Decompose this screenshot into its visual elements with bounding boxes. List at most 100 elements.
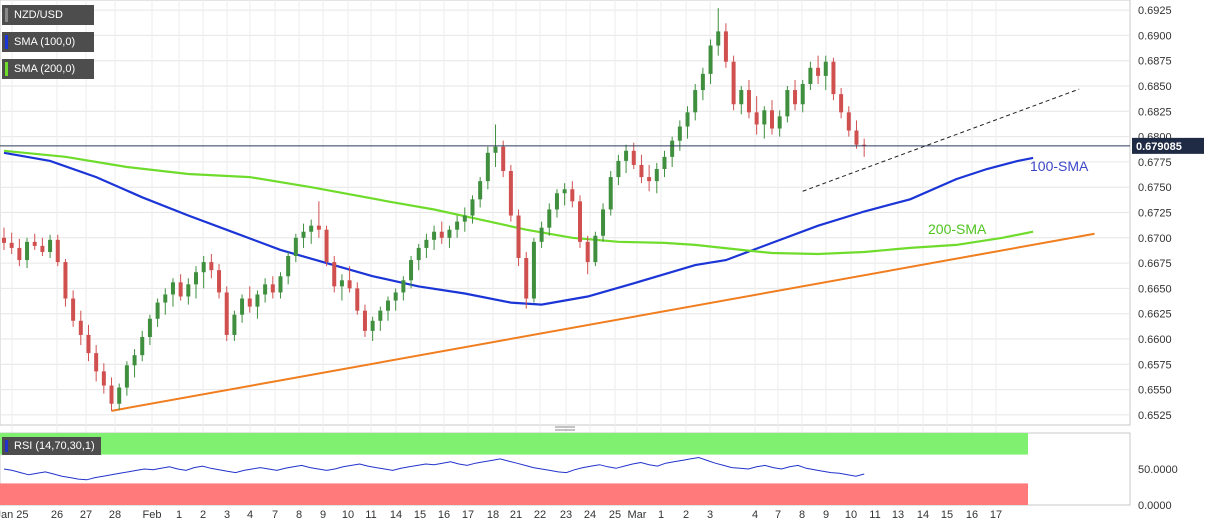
candle-body [808, 67, 813, 84]
x-tick-label: Mar [628, 509, 647, 521]
x-tick-label: 17 [990, 509, 1002, 521]
rsi-tick-label: 50.0000 [1138, 464, 1178, 476]
x-tick-label: 26 [51, 509, 63, 521]
rsi-swatch [5, 440, 8, 452]
candle-body [447, 229, 452, 238]
candle-body [209, 262, 214, 271]
y-tick-label: 0.6575 [1138, 359, 1172, 371]
x-tick-label: 8 [296, 509, 302, 521]
x-tick-label: 2 [683, 509, 689, 521]
x-tick-label: 16 [438, 509, 450, 521]
candle-body [485, 152, 490, 182]
rsi-overbought-zone [0, 433, 1028, 455]
candle-body [777, 116, 782, 129]
x-tick-label: 9 [823, 509, 829, 521]
symbol-label: NZD/USD [14, 9, 63, 21]
x-tick-label: 11 [869, 509, 880, 521]
x-tick-label: 4 [247, 509, 253, 521]
candle-body [624, 150, 629, 161]
y-tick-label: 0.6875 [1138, 56, 1172, 68]
candle-body [785, 90, 790, 117]
x-tick-label: 7 [272, 509, 278, 521]
candle-body [255, 294, 260, 307]
candle-body [339, 280, 344, 287]
candle-body [516, 215, 521, 259]
x-tick-label: 14 [390, 509, 402, 521]
trendline-support [111, 232, 1095, 412]
candle-body [55, 239, 60, 263]
candle-body [601, 209, 606, 236]
trendlines [111, 88, 1095, 412]
candle-body [63, 262, 68, 299]
candle-body [25, 241, 30, 261]
sma200-swatch [5, 62, 8, 76]
candle-body [186, 284, 191, 297]
candle-body [117, 387, 122, 404]
candle-body [301, 231, 306, 238]
candle-body [508, 171, 513, 216]
grid [0, 0, 1131, 506]
candle-body [163, 294, 168, 303]
sma100-legend[interactable]: SMA (100,0) [2, 32, 94, 52]
x-tick-label: 9 [320, 509, 326, 521]
candle-body [286, 256, 291, 277]
x-tick-label: 27 [80, 509, 92, 521]
candle-body [478, 181, 483, 200]
candle-body [386, 300, 390, 311]
candle-body [147, 318, 152, 337]
candle-body [570, 189, 575, 202]
candle-body [831, 61, 836, 95]
y-tick-label: 0.6850 [1138, 81, 1172, 93]
candle-body [455, 221, 460, 230]
rsi-oversold-zone [0, 483, 1028, 505]
rsi-line [3, 456, 865, 481]
rsi-line-layer [3, 456, 865, 481]
candle-body [424, 239, 429, 248]
candle-body [462, 215, 467, 222]
axes: 0.69250.69000.68750.68500.68250.68000.67… [0, 5, 1178, 521]
candle-body [862, 144, 867, 146]
rsi-legend[interactable]: RSI (14,70,30,1) [2, 437, 101, 455]
candle-body [716, 31, 721, 46]
candle-body [432, 231, 437, 240]
candle-body [355, 288, 360, 311]
candle-body [762, 110, 767, 125]
candle-body [531, 241, 536, 299]
candle-body [562, 189, 567, 194]
x-tick-label: 18 [487, 509, 499, 521]
x-tick-label: 8 [799, 509, 805, 521]
candle-body [9, 242, 14, 248]
x-tick-label: Feb [143, 509, 162, 521]
sma100-line [3, 151, 1034, 306]
x-tick-label: 10 [342, 509, 354, 521]
candle-body [17, 247, 22, 261]
candle-body [263, 284, 268, 295]
y-tick-label: 0.6675 [1138, 258, 1172, 270]
candle-body [524, 258, 529, 299]
candle-body [101, 371, 106, 386]
candle-body [2, 237, 6, 243]
candle-body [739, 90, 744, 105]
candle-body [547, 209, 552, 228]
x-tick-label: 25 [609, 509, 621, 521]
sma200-label: SMA (200,0) [14, 63, 76, 75]
candle-body [201, 262, 206, 273]
sma200-legend[interactable]: SMA (200,0) [2, 59, 94, 79]
y-tick-label: 0.6725 [1138, 208, 1172, 220]
x-tick-label: 23 [560, 509, 572, 521]
candle-body [217, 270, 222, 293]
y-tick-label: 0.6550 [1138, 385, 1172, 397]
x-tick-label: 16 [966, 509, 978, 521]
candle-body [654, 168, 659, 182]
candle-body [816, 67, 821, 76]
sma100-swatch [5, 35, 8, 49]
x-tick-label: 15 [414, 509, 426, 521]
candle-body [700, 73, 705, 91]
current-price-badge [1132, 137, 1204, 154]
x-tick-label: 13 [892, 509, 904, 521]
candle-body [439, 231, 444, 238]
candle-body [78, 320, 83, 335]
x-tick-label: 28 [109, 509, 121, 521]
symbol-legend[interactable]: NZD/USD [2, 5, 94, 25]
